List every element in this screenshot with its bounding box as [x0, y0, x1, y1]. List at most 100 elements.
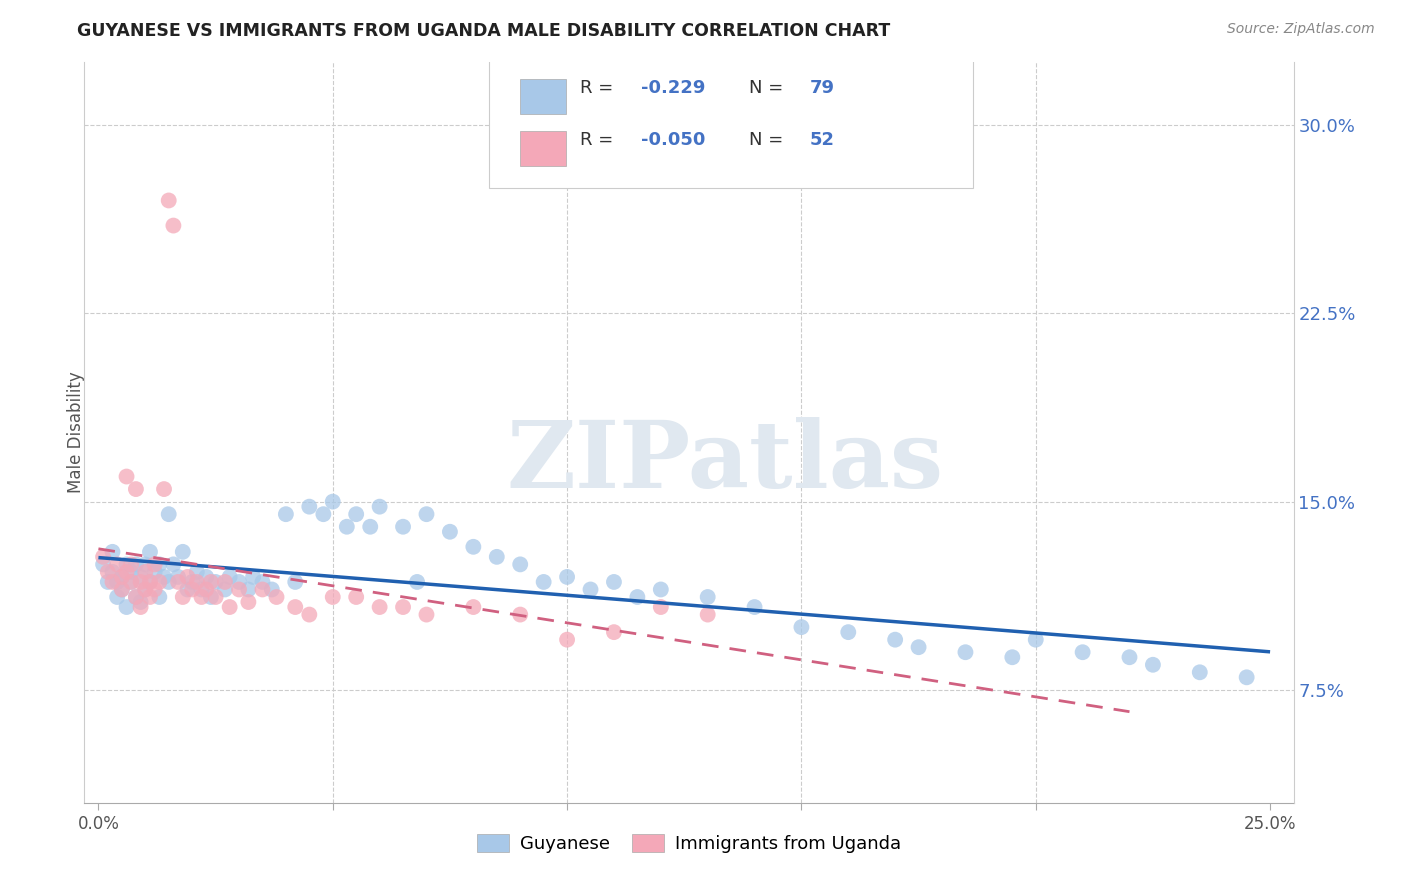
Point: [195, 582, 218, 597]
Point: [115, 469, 138, 483]
Point: [406, 574, 429, 589]
Point: [218, 600, 240, 615]
FancyBboxPatch shape: [520, 78, 565, 114]
Point: [1071, 645, 1094, 659]
Point: [162, 558, 184, 572]
Point: [176, 582, 198, 597]
Text: R =: R =: [581, 79, 619, 97]
Point: [298, 500, 321, 514]
Point: [176, 570, 198, 584]
Point: [696, 607, 718, 622]
Point: [91, 549, 114, 564]
Point: [190, 582, 212, 597]
Point: [157, 574, 180, 589]
Point: [143, 565, 166, 579]
Point: [579, 582, 602, 597]
Point: [228, 574, 250, 589]
Legend: Guyanese, Immigrants from Uganda: Guyanese, Immigrants from Uganda: [470, 827, 908, 861]
Point: [1001, 650, 1024, 665]
Text: GUYANESE VS IMMIGRANTS FROM UGANDA MALE DISABILITY CORRELATION CHART: GUYANESE VS IMMIGRANTS FROM UGANDA MALE …: [77, 22, 890, 40]
Point: [284, 574, 307, 589]
Point: [105, 558, 128, 572]
Point: [218, 570, 240, 584]
Point: [125, 558, 148, 572]
Point: [143, 558, 166, 572]
Point: [120, 574, 142, 589]
Point: [650, 600, 672, 615]
Point: [415, 607, 437, 622]
Point: [228, 582, 250, 597]
Point: [139, 574, 162, 589]
Point: [105, 574, 128, 589]
Point: [336, 520, 359, 534]
Point: [181, 574, 204, 589]
Point: [1142, 657, 1164, 672]
Point: [485, 549, 508, 564]
Text: N =: N =: [749, 131, 789, 149]
Point: [266, 590, 288, 604]
Point: [101, 565, 124, 579]
Point: [111, 582, 134, 597]
Point: [344, 507, 367, 521]
Point: [650, 582, 672, 597]
Text: 52: 52: [810, 131, 835, 149]
Point: [129, 600, 152, 615]
Point: [463, 600, 485, 615]
FancyBboxPatch shape: [489, 59, 973, 188]
Point: [555, 570, 578, 584]
Point: [153, 570, 176, 584]
Point: [312, 507, 335, 521]
Point: [603, 625, 626, 640]
Point: [97, 565, 120, 579]
Point: [200, 574, 222, 589]
Point: [101, 574, 124, 589]
Point: [139, 590, 162, 604]
Text: N =: N =: [749, 79, 789, 97]
Y-axis label: Male Disability: Male Disability: [67, 372, 84, 493]
Text: -0.050: -0.050: [641, 131, 704, 149]
Point: [153, 482, 176, 496]
Point: [125, 590, 148, 604]
Text: ZIPatlas: ZIPatlas: [506, 417, 943, 508]
Point: [242, 570, 264, 584]
Text: -0.229: -0.229: [641, 79, 704, 97]
Point: [1118, 650, 1140, 665]
Point: [190, 590, 212, 604]
Point: [214, 582, 236, 597]
Point: [129, 595, 152, 609]
Point: [626, 590, 648, 604]
Point: [696, 590, 718, 604]
Point: [907, 640, 929, 655]
Point: [392, 600, 415, 615]
Point: [111, 582, 134, 597]
Text: 79: 79: [810, 79, 835, 97]
Point: [955, 645, 977, 659]
Point: [322, 494, 344, 508]
Point: [392, 520, 415, 534]
Point: [157, 507, 180, 521]
Point: [884, 632, 907, 647]
Point: [111, 570, 134, 584]
Point: [91, 558, 114, 572]
Point: [134, 558, 156, 572]
Point: [744, 600, 766, 615]
Point: [252, 582, 274, 597]
Point: [134, 582, 156, 597]
Point: [274, 507, 297, 521]
Point: [162, 219, 184, 233]
Point: [238, 595, 260, 609]
Point: [298, 607, 321, 622]
Point: [214, 574, 236, 589]
Text: Source: ZipAtlas.com: Source: ZipAtlas.com: [1227, 22, 1375, 37]
Point: [139, 545, 162, 559]
Point: [533, 574, 555, 589]
Point: [157, 194, 180, 208]
Point: [129, 574, 152, 589]
Point: [186, 574, 208, 589]
Point: [195, 570, 218, 584]
Point: [115, 565, 138, 579]
Point: [200, 590, 222, 604]
Point: [463, 540, 485, 554]
Point: [120, 565, 142, 579]
Point: [111, 570, 134, 584]
